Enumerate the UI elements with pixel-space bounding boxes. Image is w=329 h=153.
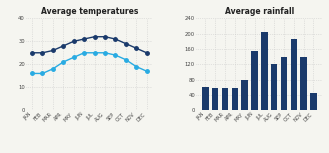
Title: Average rainfall: Average rainfall bbox=[225, 7, 294, 16]
Bar bbox=[222, 88, 228, 110]
Bar bbox=[202, 87, 209, 110]
Bar bbox=[291, 39, 297, 110]
Bar bbox=[310, 93, 317, 110]
Bar bbox=[251, 51, 258, 110]
Bar bbox=[232, 88, 238, 110]
Bar bbox=[212, 88, 218, 110]
Bar bbox=[271, 64, 277, 110]
Bar bbox=[300, 57, 307, 110]
Bar bbox=[261, 32, 267, 110]
Title: Average temperatures: Average temperatures bbox=[41, 7, 138, 16]
Bar bbox=[241, 80, 248, 110]
Bar bbox=[281, 57, 287, 110]
